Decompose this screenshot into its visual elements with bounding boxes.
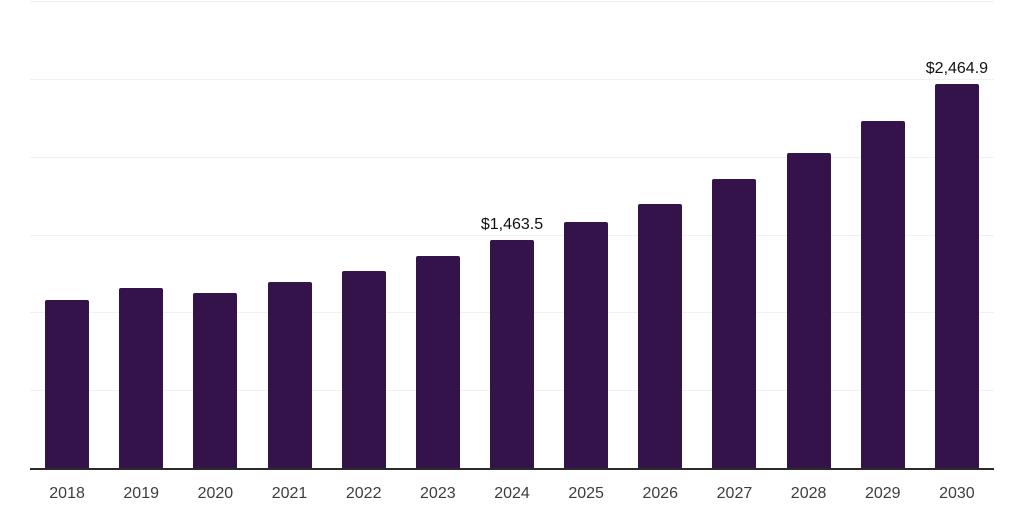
x-tick-label-2024: 2024 xyxy=(494,485,530,502)
bar-2030[interactable] xyxy=(934,84,979,468)
bar-slot-2025 xyxy=(549,1,623,468)
x-tick-label-2025: 2025 xyxy=(568,485,604,502)
bar-2025[interactable] xyxy=(564,222,609,468)
bar-2018[interactable] xyxy=(45,299,90,468)
bar-slot-2027 xyxy=(697,1,771,468)
bar-slot-2024: $1,463.5 xyxy=(475,1,549,468)
x-tick-label-2029: 2029 xyxy=(864,485,901,502)
x-tick-label-2020: 2020 xyxy=(197,485,234,502)
bar-2023[interactable] xyxy=(415,255,460,468)
data-label-2024: $1,463.5 xyxy=(480,216,544,234)
x-tick-label-2030: 2030 xyxy=(939,485,975,502)
bar-slot-2022 xyxy=(327,1,401,468)
bar-2021[interactable] xyxy=(267,281,312,468)
x-tick-label-2021: 2021 xyxy=(271,485,308,502)
x-tick-label-2019: 2019 xyxy=(123,485,159,502)
bar-2028[interactable] xyxy=(786,152,831,468)
x-tick-label-2018: 2018 xyxy=(49,485,85,502)
bar-2029[interactable] xyxy=(860,120,905,468)
bar-slot-2020 xyxy=(178,1,252,468)
bar-2019[interactable] xyxy=(119,288,164,468)
bar-slot-2023 xyxy=(401,1,475,468)
plot-area: $1,463.5 $2,464.9 xyxy=(30,1,994,470)
bar-slot-2029 xyxy=(846,1,920,468)
data-label-2030: $2,464.9 xyxy=(925,60,989,78)
x-tick-label-2028: 2028 xyxy=(790,485,827,502)
bar-2022[interactable] xyxy=(341,270,386,468)
bar-slot-2026 xyxy=(623,1,697,468)
x-axis: 2018 2019 2020 2021 2022 2023 2024 2025 2026 2027… xyxy=(30,470,994,512)
bar-2024[interactable] xyxy=(489,240,534,468)
bar-slot-2030: $2,464.9 xyxy=(920,1,994,468)
bar-slot-2028 xyxy=(772,1,846,468)
bar-2026[interactable] xyxy=(638,204,683,468)
bar-slot-2019 xyxy=(104,1,178,468)
x-tick-label-2026: 2026 xyxy=(642,485,679,502)
x-tick-label-2023: 2023 xyxy=(420,485,456,502)
x-tick-label-2022: 2022 xyxy=(345,485,382,502)
bar-2027[interactable] xyxy=(712,178,757,468)
bar-2020[interactable] xyxy=(193,292,238,468)
bar-slot-2018 xyxy=(30,1,104,468)
bar-slot-2021 xyxy=(252,1,326,468)
x-tick-label-2027: 2027 xyxy=(716,485,753,502)
